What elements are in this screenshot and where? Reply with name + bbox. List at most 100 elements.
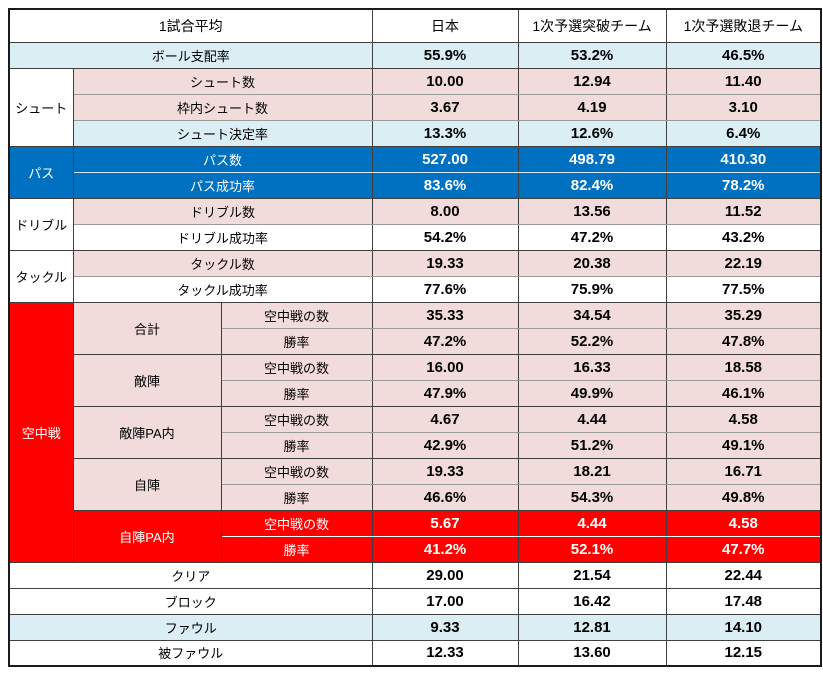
- cell-value: 13.60: [517, 639, 667, 667]
- row-label: 空中戦の数: [220, 457, 373, 485]
- cell-value: 4.19: [517, 93, 667, 121]
- cell-value: 17.00: [371, 587, 519, 615]
- cell-value: 18.58: [665, 353, 822, 381]
- table-row: 自陣 空中戦の数 19.33 18.21 16.71: [9, 457, 822, 511]
- table-row: ブロック 17.00 16.42 17.48: [8, 587, 822, 615]
- cell-value: 498.79: [517, 145, 667, 173]
- table-row: 勝率 47.9% 49.9% 46.1%: [9, 379, 822, 407]
- cell-value: 17.48: [665, 587, 822, 615]
- cell-value: 11.52: [665, 197, 822, 225]
- cell-value: 47.8%: [665, 327, 822, 355]
- table-row: 勝率 42.9% 51.2% 49.1%: [9, 431, 822, 459]
- table-row: シュート シュート数 10.00 12.94 11.40: [8, 67, 822, 147]
- row-label: 勝率: [220, 535, 373, 563]
- cell-value: 16.00: [371, 353, 519, 381]
- cell-value: 43.2%: [665, 223, 822, 251]
- cell-value: 18.21: [517, 457, 667, 485]
- cell-value: 12.6%: [517, 119, 667, 147]
- subgroup-label-enemy: 敵陣: [72, 353, 222, 407]
- column-header-eliminated-teams: 1次予選敗退チーム: [665, 8, 822, 43]
- cell-value: 41.2%: [371, 535, 519, 563]
- row-label: 空中戦の数: [220, 405, 373, 433]
- stats-table: 1試合平均 日本 1次予選突破チーム 1次予選敗退チーム ボール支配率 55.9…: [8, 8, 823, 667]
- group-label-pass: パス: [8, 145, 74, 199]
- table-row: 敵陣 空中戦の数 16.00 16.33 18.58: [9, 353, 822, 407]
- row-label: ドリブル数: [72, 197, 373, 225]
- subgroup-label-enemy-pa: 敵陣PA内: [72, 405, 222, 459]
- cell-value: 49.8%: [665, 483, 822, 511]
- table-row: ファウル 9.33 12.81 14.10: [8, 613, 822, 641]
- table-row: ボール支配率 55.9% 53.2% 46.5%: [8, 41, 822, 69]
- cell-value: 12.15: [665, 639, 822, 667]
- cell-value: 54.3%: [517, 483, 667, 511]
- row-label: ブロック: [8, 587, 373, 615]
- subgroup-label-own: 自陣: [72, 457, 222, 511]
- row-label: 空中戦の数: [220, 353, 373, 381]
- cell-value: 83.6%: [371, 171, 519, 199]
- cell-value: 47.2%: [371, 327, 519, 355]
- cell-value: 4.58: [665, 509, 822, 537]
- row-label: パス成功率: [72, 171, 373, 199]
- cell-value: 12.81: [517, 613, 667, 641]
- cell-value: 34.54: [517, 301, 667, 329]
- row-label: 空中戦の数: [220, 301, 373, 329]
- row-label: パス数: [72, 145, 373, 173]
- cell-value: 13.3%: [371, 119, 519, 147]
- cell-value: 11.40: [665, 67, 822, 95]
- table-row: 空中戦 合計 空中戦の数 35.33 34.54 35.29: [8, 301, 822, 563]
- cell-value: 46.5%: [665, 41, 822, 69]
- cell-value: 3.10: [665, 93, 822, 121]
- cell-value: 54.2%: [371, 223, 519, 251]
- group-label-aerial: 空中戦: [8, 301, 74, 563]
- cell-value: 9.33: [371, 613, 519, 641]
- table-row: タックル タックル数 19.33 20.38 22.19: [8, 249, 822, 303]
- table-row: ドリブル ドリブル数 8.00 13.56 11.52: [8, 197, 822, 251]
- cell-value: 4.67: [371, 405, 519, 433]
- cell-value: 55.9%: [371, 41, 519, 69]
- cell-value: 410.30: [665, 145, 822, 173]
- cell-value: 20.38: [517, 249, 667, 277]
- cell-value: 16.33: [517, 353, 667, 381]
- group-label-shoot: シュート: [8, 67, 74, 147]
- cell-value: 19.33: [371, 249, 519, 277]
- cell-value: 53.2%: [517, 41, 667, 69]
- cell-value: 75.9%: [517, 275, 667, 303]
- cell-value: 46.1%: [665, 379, 822, 407]
- cell-value: 52.1%: [517, 535, 667, 563]
- cell-value: 35.33: [371, 301, 519, 329]
- cell-value: 82.4%: [517, 171, 667, 199]
- cell-value: 29.00: [371, 561, 519, 589]
- table-row: パス パス数 527.00 498.79 410.30: [8, 145, 822, 199]
- row-label: ボール支配率: [8, 41, 373, 69]
- cell-value: 49.9%: [517, 379, 667, 407]
- cell-value: 47.2%: [517, 223, 667, 251]
- cell-value: 5.67: [371, 509, 519, 537]
- row-label: 枠内シュート数: [72, 93, 373, 121]
- group-label-dribble: ドリブル: [8, 197, 74, 251]
- table-row: タックル成功率 77.6% 75.9% 77.5%: [9, 275, 822, 303]
- cell-value: 47.7%: [665, 535, 822, 563]
- cell-value: 12.33: [371, 639, 519, 667]
- row-label: クリア: [8, 561, 373, 589]
- row-label: 空中戦の数: [220, 509, 373, 537]
- table-row: 被ファウル 12.33 13.60 12.15: [8, 639, 822, 667]
- cell-value: 12.94: [517, 67, 667, 95]
- row-label: 勝率: [220, 483, 373, 511]
- header-corner: 1試合平均: [8, 8, 373, 43]
- table-row: 敵陣PA内 空中戦の数 4.67 4.44 4.58: [9, 405, 822, 459]
- cell-value: 49.1%: [665, 431, 822, 459]
- row-label: ファウル: [8, 613, 373, 641]
- column-header-advanced-teams: 1次予選突破チーム: [517, 8, 667, 43]
- cell-value: 19.33: [371, 457, 519, 485]
- cell-value: 527.00: [371, 145, 519, 173]
- cell-value: 22.44: [665, 561, 822, 589]
- cell-value: 21.54: [517, 561, 667, 589]
- cell-value: 42.9%: [371, 431, 519, 459]
- cell-value: 51.2%: [517, 431, 667, 459]
- cell-value: 16.71: [665, 457, 822, 485]
- column-header-japan: 日本: [371, 8, 519, 43]
- row-label: ドリブル成功率: [72, 223, 373, 251]
- row-label: 勝率: [220, 327, 373, 355]
- cell-value: 4.58: [665, 405, 822, 433]
